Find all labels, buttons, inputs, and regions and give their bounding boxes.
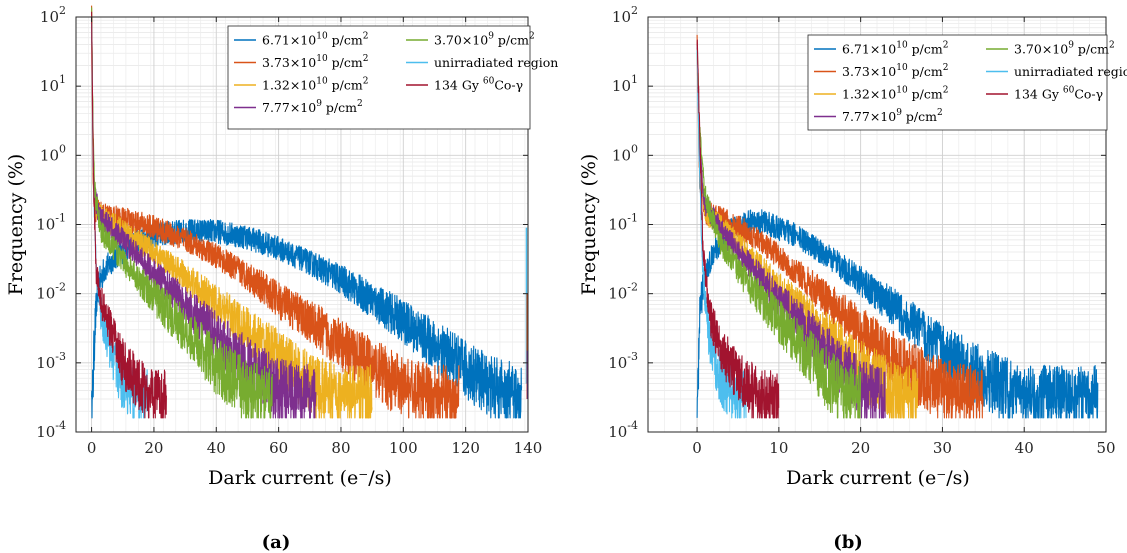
- legend-entry-s6: unirradiated region: [1014, 64, 1127, 79]
- x-tick-label: 140: [514, 439, 543, 457]
- x-tick-label: 100: [389, 439, 418, 457]
- panel-caption: (b): [833, 532, 863, 553]
- series-group: [696, 34, 1099, 419]
- x-tick-label: 80: [331, 439, 350, 457]
- y-tick-label: 10-3: [608, 350, 638, 372]
- x-tick-label: 20: [851, 439, 870, 457]
- chart-panel-b: 0 10 20 30 40 50 10-4 10-3 10-2 10-1 100 101 102 Dark…: [578, 4, 1127, 553]
- legend-entry-s7: 134 Gy 60Co-γ: [1014, 86, 1103, 102]
- series-group: [91, 5, 528, 419]
- series-line-s7: [91, 11, 167, 419]
- x-tick-label: 0: [87, 439, 97, 457]
- legend: 6.71×1010 p/cm2 3.73×1010 p/cm2 1.32×1010 …: [807, 34, 1127, 131]
- y-tick-label: 10-4: [36, 419, 66, 441]
- y-tick-label: 102: [612, 4, 638, 26]
- x-tick-label: 10: [769, 439, 788, 457]
- y-tick-label: 100: [612, 142, 638, 164]
- panel-caption: (a): [262, 532, 291, 553]
- x-tick-label: 40: [1015, 439, 1034, 457]
- series-line-s2: [91, 5, 460, 419]
- legend-entry-s2: 3.73×1010 p/cm2: [842, 63, 948, 79]
- x-tick-label: 50: [1096, 439, 1115, 457]
- y-axis-label: Frequency (%): [5, 154, 27, 296]
- y-tick-label: 10-1: [608, 212, 638, 234]
- legend-entry-s4: 7.77×109 p/cm2: [262, 99, 363, 115]
- y-tick-label: 10-2: [36, 281, 66, 303]
- x-tick-label: 20: [144, 439, 163, 457]
- x-tick-label: 120: [451, 439, 480, 457]
- legend-entry-s6: unirradiated region: [434, 55, 558, 70]
- series-line-s4: [696, 44, 886, 419]
- chart-panel-a: 0 20 40 60 80 100 120 140 10-4 10-3 10-2 10-1 100 101…: [5, 4, 558, 553]
- y-tick-label: 102: [40, 4, 66, 26]
- y-tick-label: 10-1: [36, 212, 66, 234]
- y-tick-label: 100: [40, 142, 66, 164]
- x-axis-label: Dark current (e⁻/s): [786, 467, 970, 489]
- legend-entry-s2: 3.73×1010 p/cm2: [262, 54, 368, 70]
- legend-entry-s1: 6.71×1010 p/cm2: [262, 32, 368, 48]
- series-line-s5: [91, 7, 273, 419]
- y-axis-label: Frequency (%): [578, 154, 600, 296]
- legend: 6.71×1010 p/cm2 3.73×1010 p/cm2 1.32×1010 …: [227, 25, 558, 130]
- y-tick-label: 101: [40, 73, 66, 95]
- legend-entry-s3: 1.32×1010 p/cm2: [842, 86, 948, 102]
- legend-box: [227, 25, 531, 130]
- legend-entry-s1: 6.71×1010 p/cm2: [842, 41, 948, 57]
- y-tick-label: 10-4: [608, 419, 638, 441]
- series-line-s3: [91, 16, 373, 419]
- series-line-s5: [696, 51, 862, 419]
- legend-entry-s3: 1.32×1010 p/cm2: [262, 77, 368, 93]
- series-line-s6: [696, 50, 747, 419]
- series-line-s1: [696, 209, 1099, 419]
- y-tick-label: 10-3: [36, 350, 66, 372]
- y-tick-label: 10-2: [608, 281, 638, 303]
- series-line-s7: [696, 39, 780, 419]
- x-axis-label: Dark current (e⁻/s): [208, 467, 392, 489]
- x-tick-label: 40: [207, 439, 226, 457]
- x-tick-label: 30: [933, 439, 952, 457]
- legend-entry-s7: 134 Gy 60Co-γ: [434, 77, 523, 93]
- x-tick-label: 0: [692, 439, 702, 457]
- legend-box: [807, 34, 1108, 131]
- legend-entry-s5: 3.70×109 p/cm2: [1014, 41, 1115, 57]
- y-tick-label: 101: [612, 73, 638, 95]
- legend-entry-s5: 3.70×109 p/cm2: [434, 32, 535, 48]
- legend-entry-s4: 7.77×109 p/cm2: [842, 108, 943, 124]
- series-line-s4: [91, 18, 317, 419]
- x-tick-label: 60: [269, 439, 288, 457]
